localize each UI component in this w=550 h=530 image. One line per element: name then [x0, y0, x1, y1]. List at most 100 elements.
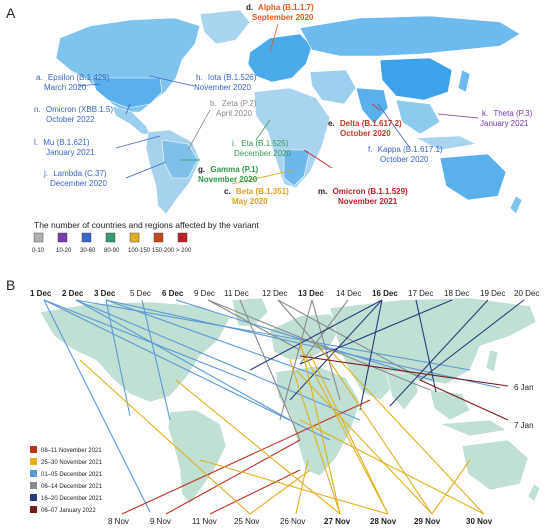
- line-2dec-a: [75, 299, 361, 421]
- legend-a-swatch: [129, 232, 140, 243]
- legend-a: 0-10 10-20 30-60 80-90 100-150 150-200 > 200: [32, 232, 192, 254]
- new-zealand: [509, 195, 523, 215]
- china: [379, 57, 453, 101]
- line-11dec: [239, 299, 301, 441]
- eta-name: Eta (B.1.525): [241, 139, 288, 148]
- japan: [457, 69, 471, 93]
- variant-label-omicron-xbb: n. Omicron (XBB.1.5) October 2022: [34, 105, 115, 124]
- line-8nov: [121, 399, 371, 515]
- line-7jan: [419, 379, 509, 421]
- top-date-14dec: 14 Dec: [336, 289, 361, 298]
- beta-date: May 2020: [232, 197, 268, 206]
- b-asia: [329, 297, 537, 401]
- leader-kappa: [377, 103, 411, 149]
- line-3dec-c: [105, 299, 131, 417]
- leader-lines-a: [77, 23, 479, 185]
- panel-a-letter: A: [6, 5, 16, 21]
- line-28nov-b: [309, 353, 389, 515]
- legend-b-label: 08–11 November 2021: [41, 448, 102, 454]
- b-new-zealand: [527, 483, 541, 503]
- b-southeast-asia: [429, 389, 471, 421]
- line-27nov-a: [175, 379, 341, 515]
- line-14dec: [299, 299, 349, 365]
- line-13dec-a: [279, 299, 313, 421]
- legend-a-label: 30-60: [80, 248, 96, 254]
- variant-label-kappa: f. Kappa (B.1.617.1) October 2020: [368, 145, 445, 164]
- line-1dec-b: [43, 299, 151, 513]
- top-date-13dec: 13 Dec: [298, 289, 324, 298]
- legend-b-swatch: [30, 446, 37, 453]
- epsilon-name: Epsilon (B.1.429): [48, 73, 110, 82]
- variant-label-beta: c. Beta (B.1.351) May 2020: [224, 187, 291, 206]
- omicron-b11529-name: Omicron (B.1.1.529): [333, 187, 408, 196]
- alpha-letter: d.: [246, 3, 253, 12]
- leader-eta: [255, 119, 271, 141]
- spread-lines: [43, 299, 525, 515]
- kappa-letter: f.: [368, 145, 372, 154]
- gamma-name: Gamma (P.1): [210, 165, 258, 174]
- right-date-7jan: 7 Jan: [514, 421, 534, 430]
- line-13dec-b: [311, 299, 341, 401]
- kappa-date: October 2020: [380, 155, 429, 164]
- legend-b-label: 06–07 January 2022: [41, 508, 96, 514]
- russia: [299, 15, 521, 57]
- australia: [439, 153, 507, 201]
- indonesia: [414, 135, 477, 151]
- leader-iota: [149, 75, 195, 87]
- line-30nov-b: [299, 419, 485, 515]
- top-date-20dec: 20 Dec: [514, 289, 539, 298]
- line-20dec: [419, 299, 525, 381]
- legend-b-label: 06–14 December 2021: [41, 484, 103, 490]
- line-29nov-b: [295, 369, 433, 515]
- gamma-date: November 2020: [198, 175, 258, 184]
- bottom-date-9nov: 9 Nov: [150, 517, 171, 526]
- theta-date: January 2021: [480, 119, 529, 128]
- zeta-name: Zeta (P.2): [222, 99, 257, 108]
- lambda-letter: j.: [43, 169, 48, 178]
- top-date-9dec: 9 Dec: [194, 289, 215, 298]
- leader-beta: [231, 169, 295, 185]
- legend-b-swatch: [30, 506, 37, 513]
- leader-theta: [437, 113, 479, 119]
- alpha-date: September 2020: [252, 13, 314, 22]
- variant-label-iota: h. Iota (B.1.526) November 2020: [194, 73, 259, 92]
- line-2dec-c: [75, 299, 291, 421]
- india: [355, 87, 389, 125]
- legend-a-swatch: [177, 232, 188, 243]
- legend-a-title: The number of countries and regions affe…: [34, 220, 259, 230]
- variant-label-zeta: b. Zeta (P.2) April 2020: [210, 99, 259, 118]
- legend-a-label: 80-90: [104, 248, 120, 254]
- bottom-date-26nov: 26 Nov: [280, 517, 305, 526]
- top-dates: 1 Dec 2 Dec 3 Dec 5 Dec 6 Dec 9 Dec 11 D…: [30, 289, 539, 298]
- legend-b-label: 01–05 December 2021: [41, 472, 103, 478]
- usa: [91, 77, 163, 109]
- omicron-b11529-letter: m.: [318, 187, 327, 196]
- variant-label-eta: i. Eta (B.1.525) December 2020: [232, 139, 291, 158]
- line-6jan: [299, 355, 509, 387]
- legend-a-swatch: [105, 232, 116, 243]
- bottom-date-8nov: 8 Nov: [108, 517, 129, 526]
- line-25nov-b: [249, 469, 311, 515]
- iota-letter: h.: [196, 73, 203, 82]
- line-17dec: [415, 299, 437, 393]
- legend-a-label: 100-150: [128, 248, 151, 254]
- top-date-1dec: 1 Dec: [30, 289, 52, 298]
- line-19dec: [389, 299, 489, 407]
- top-date-17dec: 17 Dec: [408, 289, 433, 298]
- line-1dec-c: [43, 299, 331, 441]
- b-greenland: [231, 297, 269, 327]
- theta-letter: k.: [482, 109, 488, 118]
- legend-b-swatch: [30, 494, 37, 501]
- b-africa: [275, 365, 361, 477]
- zeta-letter: b.: [210, 99, 217, 108]
- leader-alpha: [269, 23, 279, 53]
- bottom-date-25nov: 25 Nov: [234, 517, 259, 526]
- leader-epsilon: [77, 83, 101, 87]
- legend-a-label: 0-10: [32, 248, 45, 254]
- southern-africa: [283, 149, 311, 187]
- africa: [253, 87, 331, 189]
- delta-date: October 2020: [340, 129, 391, 138]
- legend-a-swatch: [153, 232, 164, 243]
- brazil: [161, 139, 199, 179]
